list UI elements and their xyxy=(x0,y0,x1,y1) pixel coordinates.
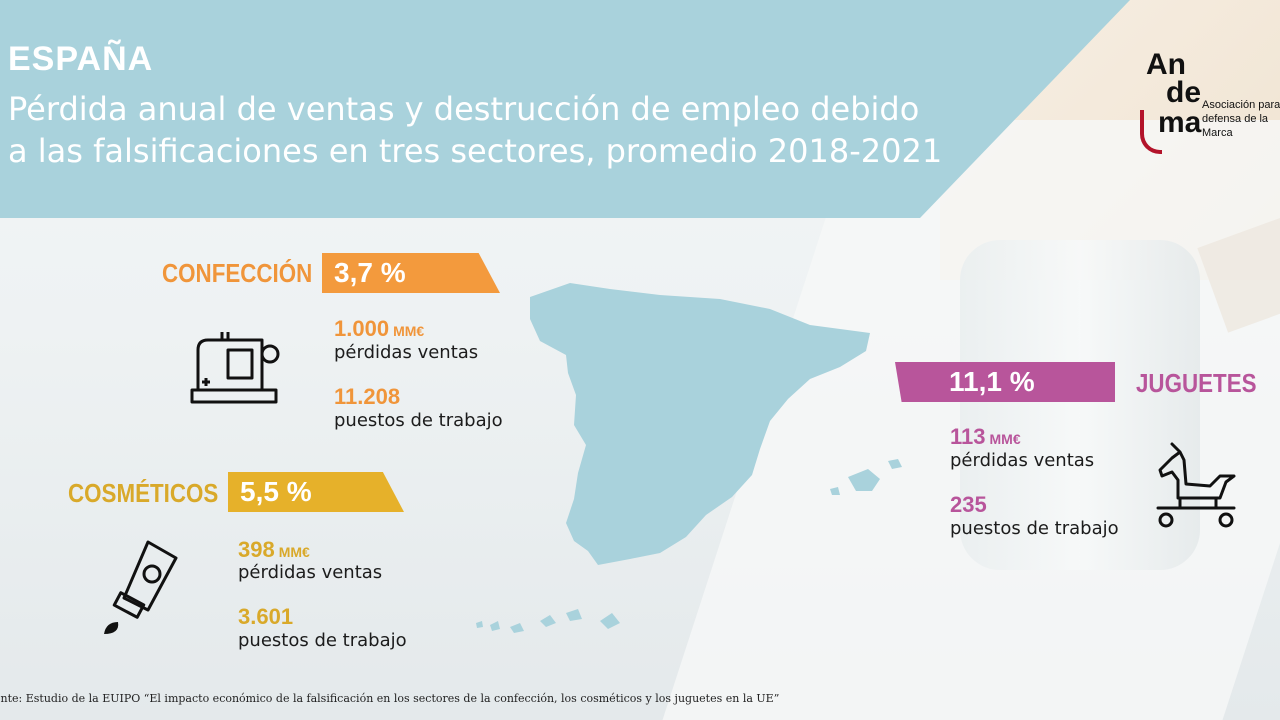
cream-tube-icon xyxy=(104,540,178,634)
page-subtitle: Pérdida anual de ventas y destrucción de… xyxy=(8,90,943,170)
sales-value-cosmeticos: 398 MM€ xyxy=(238,537,310,563)
sales-label-cosmeticos: pérdidas ventas xyxy=(238,562,383,583)
sector-label-juguetes: JUGUETES xyxy=(1136,368,1257,398)
logo-line-3: ma xyxy=(1158,106,1202,139)
percent-badge-confeccion: 3,7 % xyxy=(322,253,500,293)
title-banner xyxy=(0,0,1130,218)
logo-text: Asociación para la defensa de la Marca xyxy=(1202,99,1280,139)
sales-value-confeccion: 1.000 MM€ xyxy=(334,316,424,342)
sales-number: 1.000 xyxy=(334,316,390,341)
jobs-value-juguetes: 235 xyxy=(950,492,987,517)
sales-number: 113 xyxy=(950,424,986,449)
jobs-label-confeccion: puestos de trabajo xyxy=(334,410,503,431)
spain-map-icon xyxy=(476,283,902,633)
sales-value-juguetes: 113 MM€ xyxy=(950,424,1021,450)
logo-line-2: de xyxy=(1166,76,1202,109)
andema-logo: An de ma Asociación para la defensa de l… xyxy=(1140,48,1280,158)
sector-label-confeccion: CONFECCIÓN xyxy=(162,258,313,288)
sales-unit: MM€ xyxy=(393,323,425,339)
sales-unit: MM€ xyxy=(278,544,310,560)
logo-line-1: An xyxy=(1146,48,1186,81)
percent-badge-cosmeticos: 5,5 % xyxy=(228,472,404,512)
source-footnote: ente: Estudio de la EUIPO “El impacto ec… xyxy=(0,692,780,705)
logo-arc-icon xyxy=(1140,110,1162,154)
jobs-value-confeccion: 11.208 xyxy=(334,384,401,409)
background-shape xyxy=(960,240,1200,570)
page-title: ESPAÑA xyxy=(8,40,154,78)
sales-label-confeccion: pérdidas ventas xyxy=(334,342,479,363)
sales-unit: MM€ xyxy=(989,431,1021,447)
jobs-value-cosmeticos: 3.601 xyxy=(238,604,294,629)
rocking-horse-icon xyxy=(1156,442,1236,528)
jobs-label-cosmeticos: puestos de trabajo xyxy=(238,630,407,651)
sector-label-cosmeticos: COSMÉTICOS xyxy=(68,478,219,508)
percent-badge-juguetes: 11,1 % xyxy=(895,362,1115,402)
sales-label-juguetes: pérdidas ventas xyxy=(950,450,1095,471)
sewing-machine-icon xyxy=(190,332,280,404)
sales-number: 398 xyxy=(238,537,275,562)
jobs-label-juguetes: puestos de trabajo xyxy=(950,518,1119,539)
